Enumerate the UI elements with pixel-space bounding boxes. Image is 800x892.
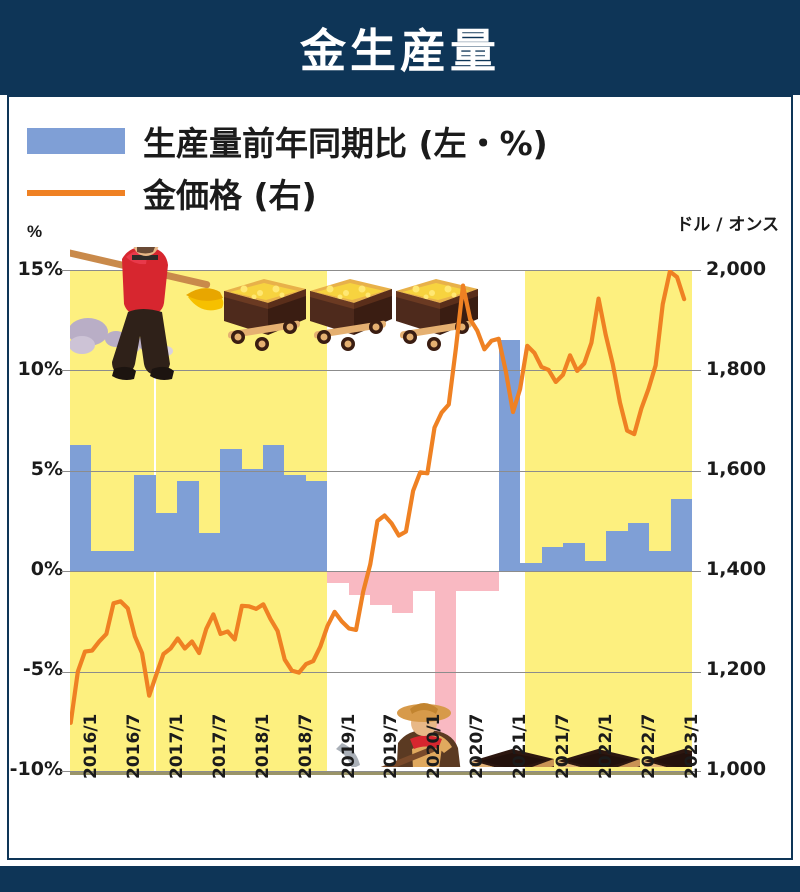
bar-2017Q1 bbox=[155, 512, 178, 572]
empty-minecart-1-icon bbox=[472, 749, 554, 767]
bar-2019Q3 bbox=[370, 571, 392, 606]
bar-2021Q1 bbox=[498, 340, 521, 572]
left-ytick-15: 15% bbox=[17, 258, 63, 280]
gridline-10 bbox=[70, 370, 692, 372]
x-axis-line bbox=[70, 772, 692, 775]
x-tick-2021-1: 2021/1 bbox=[510, 713, 531, 779]
right-ytick-2000: 2,000 bbox=[706, 258, 767, 280]
bar-2017Q3 bbox=[198, 533, 221, 572]
right-ytick-1800: 1,800 bbox=[706, 358, 767, 380]
legend-item-gold-price: 金価格 (右) bbox=[17, 167, 548, 219]
gridline--5 bbox=[70, 671, 692, 673]
bar-2016Q4 bbox=[134, 474, 156, 572]
right-ytick-1000: 1,000 bbox=[706, 758, 767, 780]
gridline-15 bbox=[70, 270, 692, 271]
x-tick-2016-7: 2016/7 bbox=[124, 713, 145, 779]
bar-2020Q1 bbox=[413, 571, 435, 592]
bar-2019Q4 bbox=[391, 571, 414, 614]
bar-2022Q2 bbox=[606, 531, 628, 572]
bar-2018Q4 bbox=[305, 480, 328, 572]
bar-2016Q1 bbox=[70, 444, 92, 572]
left-ytick-5: 5% bbox=[30, 458, 63, 480]
left-ytick-m5: -5% bbox=[22, 658, 63, 680]
legend-item-production: 生産量前年同期比 (左・%) bbox=[17, 115, 548, 167]
gridline-tick-right-0 bbox=[692, 571, 701, 573]
x-tick-2020-7: 2020/7 bbox=[467, 713, 488, 779]
x-tick-2019-1: 2019/1 bbox=[338, 713, 359, 779]
bar-2018Q3 bbox=[284, 474, 306, 572]
bar-2018Q1 bbox=[241, 468, 264, 572]
gridline-tick-left-15 bbox=[61, 270, 70, 271]
page-title: 金生産量 bbox=[300, 23, 500, 78]
x-tick-2019-7: 2019/7 bbox=[381, 713, 402, 779]
bar-2017Q4 bbox=[220, 448, 242, 572]
bar-2020Q3 bbox=[456, 571, 478, 592]
empty-minecart-3-icon bbox=[644, 749, 692, 767]
x-tick-2022-1: 2022/1 bbox=[595, 713, 616, 779]
miner-shoveling-gold-icon bbox=[70, 247, 224, 380]
right-ytick-1600: 1,600 bbox=[706, 458, 767, 480]
gold-filled-minecart-2-icon bbox=[310, 279, 392, 351]
bar-2022Q1 bbox=[584, 561, 607, 572]
gridline-0 bbox=[70, 571, 692, 573]
chart-legend: 生産量前年同期比 (左・%) 金価格 (右) bbox=[17, 115, 548, 219]
x-tick-2023-1: 2023/1 bbox=[681, 713, 702, 779]
legend-label-gold-price: 金価格 (右) bbox=[143, 176, 317, 215]
bar-2022Q3 bbox=[627, 523, 650, 572]
x-tick-2021-7: 2021/7 bbox=[553, 713, 573, 779]
left-ytick-10: 10% bbox=[17, 358, 63, 380]
footer-bar bbox=[0, 866, 800, 892]
right-axis-unit: ドル / オンス bbox=[676, 215, 779, 235]
bar-2019Q1 bbox=[327, 571, 349, 584]
bar-2023Q1 bbox=[670, 498, 692, 572]
gridline-tick-right--10 bbox=[692, 771, 701, 772]
x-tick-2022-7: 2022/7 bbox=[638, 713, 659, 779]
gridline-tick-left-10 bbox=[61, 370, 70, 372]
x-tick-2017-7: 2017/7 bbox=[209, 713, 230, 779]
gridline-tick-right--5 bbox=[692, 671, 701, 673]
bar-2016Q3 bbox=[112, 551, 135, 572]
bar-2022Q4 bbox=[649, 551, 671, 572]
gridline-tick-left-0 bbox=[61, 571, 70, 573]
bar-2021Q2 bbox=[520, 563, 542, 572]
title-bar: 金生産量 bbox=[0, 0, 800, 95]
bar-2021Q4 bbox=[563, 543, 585, 572]
gridline-tick-right-15 bbox=[692, 270, 701, 271]
gold-price-path bbox=[70, 270, 687, 725]
legend-line-swatch-icon bbox=[27, 180, 125, 206]
left-ytick-0: 0% bbox=[30, 558, 63, 580]
bar-2021Q3 bbox=[541, 547, 564, 572]
right-ytick-1400: 1,400 bbox=[706, 558, 767, 580]
x-tick-2017-1: 2017/1 bbox=[166, 713, 187, 779]
gold-filled-minecart-1-icon bbox=[224, 279, 306, 351]
gridline-tick-right-5 bbox=[692, 470, 701, 472]
gridline-tick-left--10 bbox=[61, 771, 70, 772]
x-tick-2016-1: 2016/1 bbox=[81, 713, 102, 779]
legend-label-production: 生産量前年同期比 (左・%) bbox=[143, 124, 548, 163]
legend-bar-swatch-icon bbox=[27, 128, 125, 154]
artwork-layer bbox=[70, 247, 692, 767]
bar-2017Q2 bbox=[177, 480, 199, 572]
gold-price-line bbox=[70, 270, 687, 725]
bar-2016Q2 bbox=[91, 551, 113, 572]
gridline-5 bbox=[70, 470, 692, 472]
gridline-tick-left--5 bbox=[61, 671, 70, 673]
x-tick-2020-1: 2020/1 bbox=[424, 713, 445, 779]
miner-with-pickaxe-icon bbox=[336, 703, 461, 767]
gridline-tick-left-5 bbox=[61, 470, 70, 472]
bar-2020Q4 bbox=[477, 571, 499, 592]
gridline-tick-right-10 bbox=[692, 370, 701, 372]
left-ytick-m10: -10% bbox=[9, 758, 63, 780]
x-tick-2018-7: 2018/7 bbox=[295, 713, 316, 779]
gridline--10 bbox=[70, 771, 692, 772]
empty-minecart-2-icon bbox=[558, 749, 640, 767]
x-tick-2018-1: 2018/1 bbox=[252, 713, 273, 779]
plot-wrapper: 15% 10% 5% 0% -5% -10% 2,000 1,800 1,600… bbox=[9, 97, 795, 862]
chart-card: 生産量前年同期比 (左・%) 金価格 (右) % ドル / オンス 15% 10… bbox=[7, 95, 793, 860]
left-axis-unit: % bbox=[27, 222, 43, 241]
right-ytick-1200: 1,200 bbox=[706, 658, 767, 680]
bar-2018Q2 bbox=[263, 444, 285, 572]
